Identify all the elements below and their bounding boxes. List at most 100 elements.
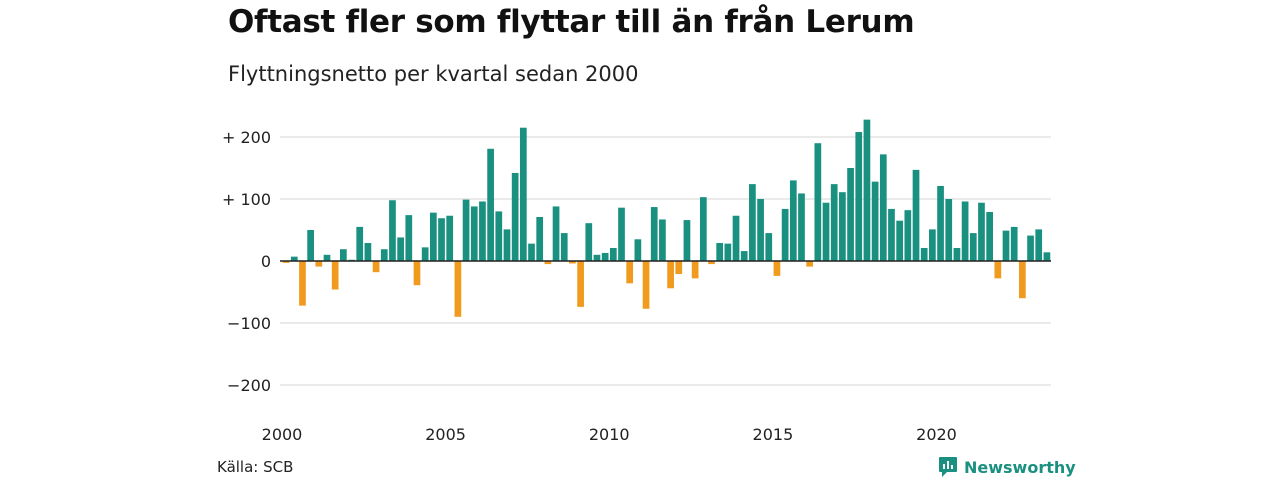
y-tick-label: + 100: [222, 190, 271, 209]
bar-2002-q4: [372, 261, 380, 273]
bar-2002-q3: [364, 243, 372, 261]
bar-2001-q3: [331, 261, 339, 290]
bar-2006-q3: [495, 211, 503, 261]
bar-2009-q4: [601, 252, 609, 261]
brand-logo[interactable]: Newsworthy: [938, 456, 1076, 478]
bar-2004-q4: [438, 218, 445, 261]
bar-2019-q1: [904, 210, 912, 261]
bar-2018-q2: [879, 154, 887, 261]
bar-2012-q1: [675, 261, 683, 275]
bar-2016-q3: [822, 202, 830, 261]
bar-2016-q2: [814, 143, 822, 261]
bar-2009-q3: [593, 254, 601, 261]
bar-2022-q2: [1010, 226, 1018, 261]
bar-2013-q1: [708, 261, 715, 265]
x-tick-label: 2015: [753, 425, 794, 444]
bar-2005-q4: [470, 206, 478, 261]
bar-2014-q2: [749, 184, 756, 261]
bar-2008-q4: [569, 261, 576, 264]
bar-2018-q3: [888, 208, 895, 261]
bar-2019-q4: [929, 229, 936, 261]
bar-2007-q4: [536, 216, 544, 261]
bar-2011-q3: [659, 219, 666, 261]
bar-2004-q1: [413, 261, 421, 286]
x-tick-label: 2005: [425, 425, 466, 444]
y-tick-label: + 200: [222, 128, 271, 147]
bar-2021-q2: [978, 202, 985, 261]
bar-2012-q3: [691, 261, 699, 279]
bar-2023-q1: [1035, 229, 1043, 261]
bar-2004-q2: [421, 247, 429, 261]
bar-2015-q2: [781, 208, 789, 261]
bar-2018-q4: [896, 220, 904, 261]
bar-2000-q3: [299, 261, 306, 306]
bar-2019-q3: [920, 247, 928, 261]
bar-2009-q2: [585, 223, 593, 261]
bar-2013-q4: [732, 215, 740, 261]
bar-2017-q2: [847, 168, 854, 261]
bar-2017-q3: [855, 132, 863, 261]
bar-2011-q1: [642, 261, 650, 309]
bar-2010-q2: [618, 207, 625, 261]
bar-2004-q3: [429, 212, 437, 261]
bar-2006-q1: [479, 201, 486, 261]
bar-2009-q1: [577, 261, 584, 307]
bar-2002-q2: [356, 226, 364, 261]
bar-2011-q4: [667, 261, 674, 289]
bar-2010-q4: [634, 239, 642, 261]
bar-2020-q3: [953, 247, 961, 261]
bar-2020-q1: [937, 185, 944, 261]
bar-2012-q2: [683, 220, 691, 261]
bar-2006-q4: [503, 229, 511, 261]
bar-2019-q2: [912, 169, 920, 261]
bar-2018-q1: [871, 181, 879, 261]
bar-2008-q1: [544, 261, 552, 265]
bars: [282, 119, 1051, 317]
source-label: Källa: SCB: [217, 458, 294, 476]
bar-2022-q4: [1027, 235, 1034, 261]
bar-2006-q2: [487, 148, 494, 261]
bar-2023-q2: [1043, 252, 1051, 261]
bar-2010-q1: [609, 247, 617, 261]
bar-2022-q1: [1002, 230, 1010, 261]
bar-2016-q4: [830, 184, 838, 261]
x-tick-label: 2010: [589, 425, 630, 444]
y-tick-label: −200: [227, 376, 271, 395]
y-tick-label: 0: [261, 252, 271, 271]
bar-2005-q1: [446, 215, 454, 261]
bar-2000-q1: [282, 261, 290, 263]
bar-2015-q1: [773, 261, 781, 276]
bar-2000-q2: [290, 256, 298, 261]
bar-2008-q2: [552, 206, 560, 261]
bar-2020-q4: [961, 201, 969, 261]
bar-2022-q3: [1019, 261, 1026, 299]
bar-2015-q4: [798, 193, 805, 261]
bar-2010-q3: [626, 261, 634, 284]
y-tick-label: −100: [227, 314, 271, 333]
bar-2021-q3: [986, 212, 993, 261]
brand-name: Newsworthy: [964, 457, 1076, 477]
bar-2007-q1: [511, 172, 519, 261]
bar-2014-q3: [757, 199, 764, 261]
bar-2001-q4: [340, 249, 347, 261]
bar-2012-q4: [699, 197, 707, 261]
newsworthy-logo-icon: [939, 457, 957, 477]
bar-2014-q1: [740, 251, 748, 261]
y-axis-ticks: + 200 + 100 0 −100 −200: [222, 128, 271, 395]
bar-2005-q3: [462, 199, 470, 261]
x-tick-label: 2020: [916, 425, 957, 444]
bar-2011-q2: [650, 207, 658, 261]
bar-2013-q3: [724, 243, 732, 261]
bar-2017-q4: [863, 119, 871, 261]
bar-2003-q1: [380, 249, 388, 261]
bar-2017-q1: [839, 192, 846, 261]
bar-2021-q1: [969, 233, 977, 261]
bar-2008-q3: [560, 233, 568, 261]
x-axis-ticks: 2000 2005 2010 2015 2020: [262, 425, 957, 444]
bar-2020-q2: [945, 199, 953, 261]
chart-title: Oftast fler som flyttar till än från Ler…: [228, 4, 915, 40]
bar-2003-q4: [405, 215, 413, 261]
bar-2016-q1: [806, 261, 814, 267]
chart-subtitle: Flyttningsnetto per kvartal sedan 2000: [228, 62, 639, 86]
